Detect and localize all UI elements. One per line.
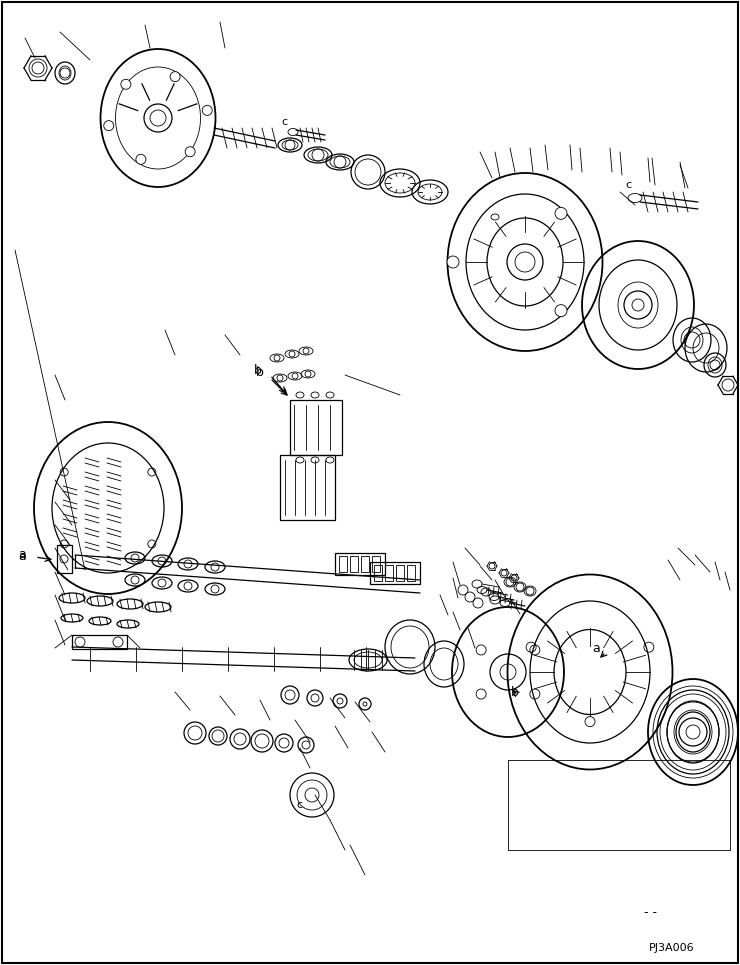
Bar [374, 565, 382, 581]
Bar [280, 455, 335, 520]
Circle shape [104, 121, 114, 130]
Bar [57, 545, 72, 573]
Bar [335, 553, 385, 575]
Text: a: a [592, 642, 600, 654]
Text: c: c [625, 180, 631, 190]
Bar [339, 556, 347, 572]
Text: c: c [281, 117, 287, 127]
Bar [290, 400, 342, 455]
Bar [407, 565, 415, 581]
Bar [372, 556, 380, 572]
Text: - -: - - [644, 905, 656, 919]
Bar [350, 556, 358, 572]
Text: a: a [18, 548, 26, 562]
Bar [72, 635, 127, 649]
Bar [370, 562, 420, 584]
Circle shape [121, 79, 131, 90]
Bar [385, 565, 393, 581]
Text: c: c [296, 800, 302, 810]
Circle shape [555, 305, 567, 317]
Text: PJ3A006: PJ3A006 [650, 943, 695, 953]
Circle shape [202, 105, 212, 116]
Text: b: b [254, 364, 262, 376]
Bar [361, 556, 369, 572]
Circle shape [136, 154, 146, 164]
Text: a: a [18, 549, 26, 563]
Circle shape [555, 207, 567, 219]
Text: b: b [256, 367, 264, 379]
Text: b: b [511, 685, 519, 699]
Circle shape [185, 147, 195, 156]
Circle shape [170, 71, 180, 82]
Bar [396, 565, 404, 581]
Circle shape [447, 256, 459, 268]
